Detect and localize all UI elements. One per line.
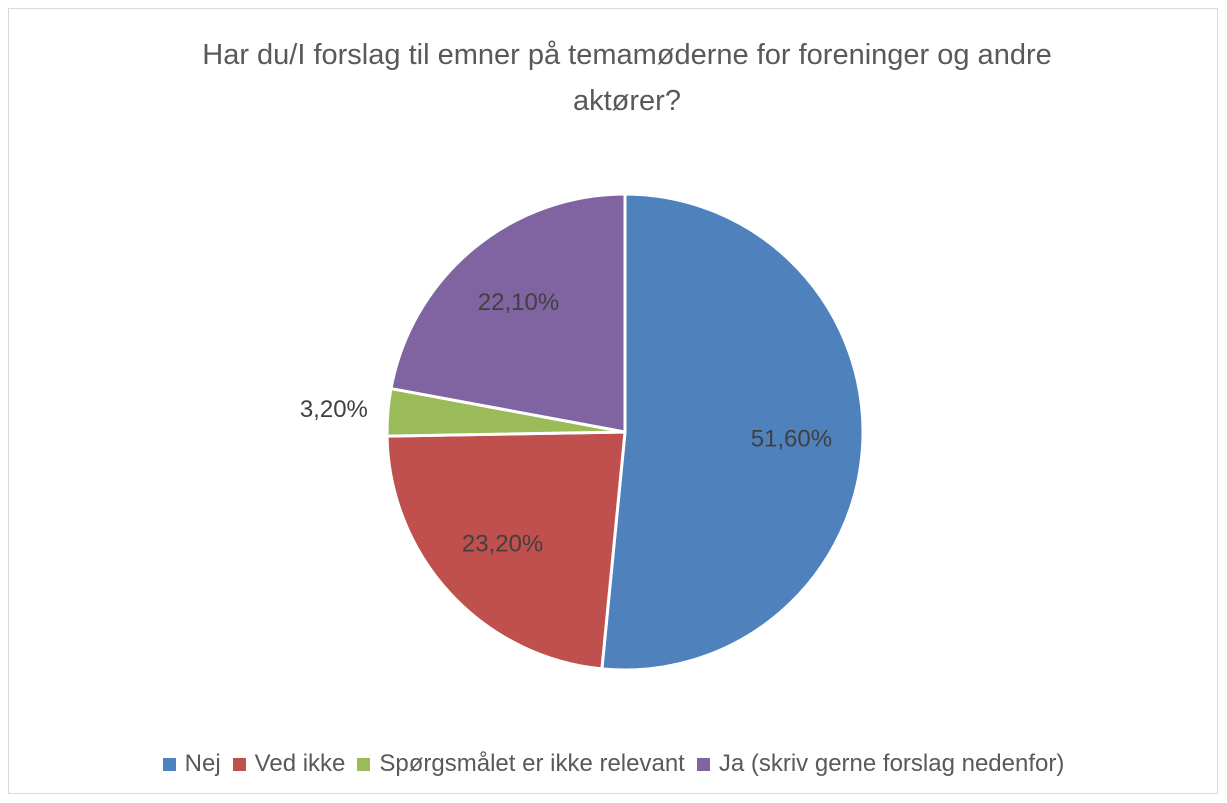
legend-swatch [357,757,371,771]
pie-slice [389,192,627,434]
legend: Nej Ved ikke Spørgsmålet er ikke relevant J… [0,750,1227,778]
legend-swatch [162,757,176,771]
legend-label: Ja (skriv gerne forslag nedenfor) [718,750,1065,777]
legend-swatch [696,757,710,771]
pie-slice [600,192,865,672]
data-label: 23,20% [462,530,543,557]
legend-item: Spørgsmålet er ikke relevant [357,750,685,778]
data-label: 3,20% [300,396,368,423]
legend-swatch [232,757,246,771]
chart-title: Har du/I forslag til emner på temamødern… [202,39,1052,117]
legend-item: Ved ikke [232,750,346,778]
legend-label: Spørgsmålet er ikke relevant [379,750,685,777]
legend-label: Nej [184,750,221,777]
legend-label: Ved ikke [254,750,346,777]
legend-item: Ja (skriv gerne forslag nedenfor) [696,750,1065,778]
data-label: 22,10% [478,289,559,316]
pie-slice [385,430,627,671]
data-label: 51,60% [751,425,832,452]
chart-frame [8,8,1218,794]
legend-item: Nej [162,750,221,778]
